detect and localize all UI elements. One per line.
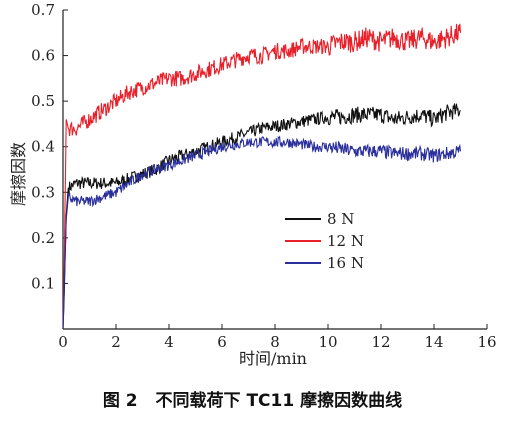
y-tick-label: 0.5 xyxy=(31,92,55,110)
y-tick-label: 0.6 xyxy=(31,47,55,65)
legend-label: 8 N xyxy=(327,210,354,228)
series-line-16n xyxy=(62,135,462,330)
y-tick-label: 0.1 xyxy=(31,274,55,292)
axes: 0 2 4 6 8 10 12 14 16 0.1 0.2 0.3 0.4 0.5 0.6 0.7 xyxy=(31,1,496,351)
y-tick-label: 0.4 xyxy=(31,138,55,156)
x-tick-label: 12 xyxy=(371,333,390,351)
x-tick-label: 0 xyxy=(58,333,68,351)
x-tick-label: 16 xyxy=(477,333,496,351)
y-axis-label: 摩擦因数 xyxy=(9,142,28,206)
legend: 8 N 12 N 16 N xyxy=(285,210,364,272)
x-tick-label: 10 xyxy=(318,333,337,351)
x-tick-label: 2 xyxy=(111,333,121,351)
chart-container: 0 2 4 6 8 10 12 14 16 0.1 0.2 0.3 0.4 0.5 0.6 0.7 8 N 12… xyxy=(9,1,497,368)
x-tick-label: 6 xyxy=(217,333,227,351)
legend-label: 12 N xyxy=(327,232,364,250)
x-tick-label: 8 xyxy=(270,333,280,351)
series-group xyxy=(62,23,462,330)
x-axis-label: 时间/min xyxy=(239,349,307,368)
x-tick-label: 14 xyxy=(424,333,443,351)
figure-caption: 图 2 不同载荷下 TC11 摩擦因数曲线 xyxy=(0,386,505,411)
x-tick-label: 4 xyxy=(164,333,174,351)
friction-chart: 0 2 4 6 8 10 12 14 16 0.1 0.2 0.3 0.4 0.5 0.6 0.7 8 N 12… xyxy=(9,1,497,368)
figure-title: 不同载荷下 TC11 摩擦因数曲线 xyxy=(155,391,403,411)
figure-number: 图 2 xyxy=(102,391,138,411)
series-line-12n xyxy=(62,23,462,330)
y-tick-label: 0.7 xyxy=(31,1,55,19)
legend-label: 16 N xyxy=(327,254,364,272)
y-tick-label: 0.2 xyxy=(31,229,55,247)
y-tick-label: 0.3 xyxy=(31,183,55,201)
